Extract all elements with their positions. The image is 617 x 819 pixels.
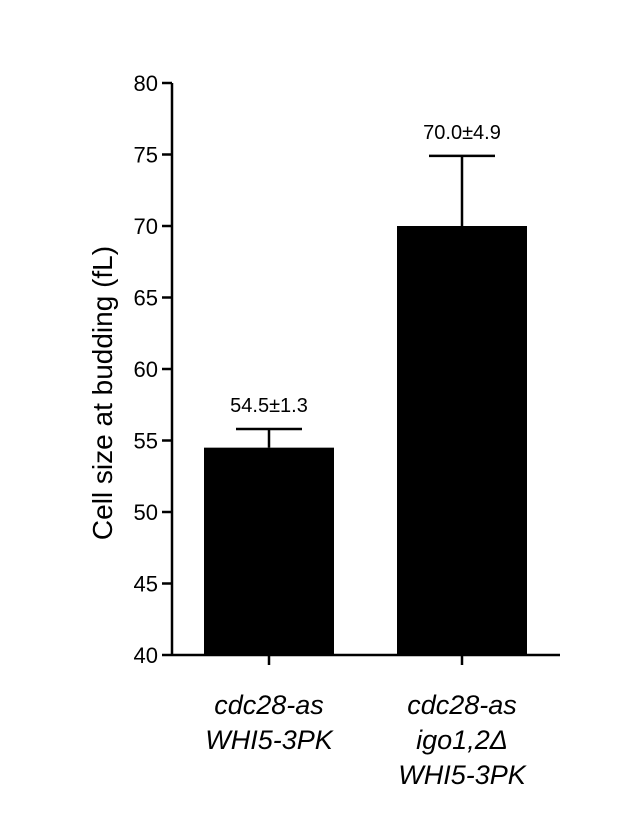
- x-tick-label: igo1,2Δ: [416, 725, 508, 755]
- y-tick-label: 45: [134, 572, 158, 597]
- y-tick-label: 60: [134, 357, 158, 382]
- x-tick-label: WHI5-3PK: [205, 725, 334, 755]
- y-tick-label: 55: [134, 429, 158, 454]
- data-label: 54.5±1.3: [230, 395, 308, 417]
- y-tick-label: 75: [134, 143, 158, 168]
- data-label: 70.0±4.9: [423, 122, 501, 144]
- y-tick-label: 40: [134, 643, 158, 668]
- labels: 54.5±1.3 cdc28-as WHI5-3PK 70.0±4.9 cdc28-as…: [205, 122, 527, 790]
- bars: [204, 154, 527, 655]
- y-tick-label: 50: [134, 500, 158, 525]
- x-tick-label: WHI5-3PK: [398, 760, 527, 790]
- y-axis-label: Cell size at budding (fL): [87, 246, 118, 540]
- bar: [204, 447, 334, 655]
- x-tick-label: cdc28-as: [407, 690, 517, 720]
- y-tick-label: 70: [134, 214, 158, 239]
- y-tick-label: 65: [134, 286, 158, 311]
- y-tick-label: 80: [134, 71, 158, 96]
- x-tick-label: cdc28-as: [214, 690, 324, 720]
- bar: [397, 226, 527, 655]
- axes: 40 45 50 55 60 65 70 75 80 Cell size at budding (…: [87, 71, 560, 668]
